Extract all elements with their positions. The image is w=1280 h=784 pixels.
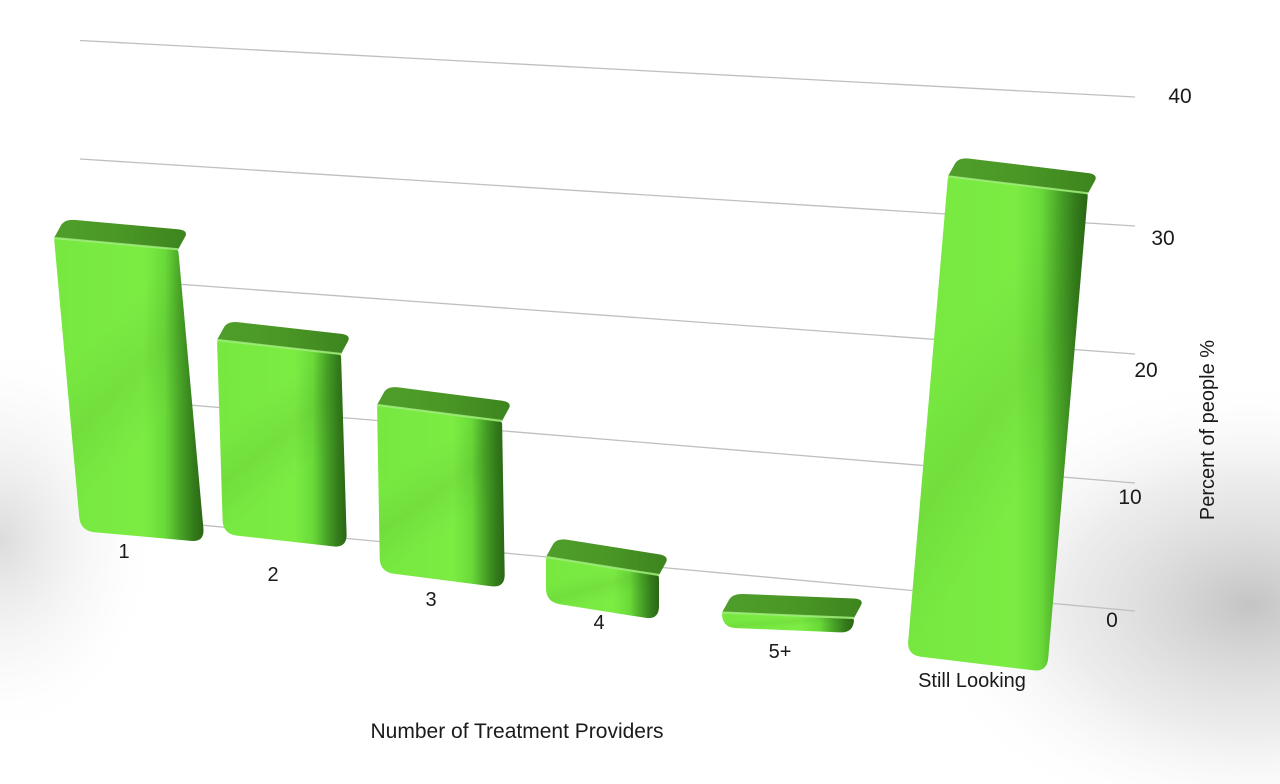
svg-text:4: 4 xyxy=(593,612,604,634)
svg-text:20: 20 xyxy=(1134,359,1157,382)
svg-text:3: 3 xyxy=(425,589,436,611)
svg-text:1: 1 xyxy=(118,541,129,563)
svg-text:10: 10 xyxy=(1118,486,1141,509)
svg-text:Number of Treatment Providers: Number of Treatment Providers xyxy=(371,720,664,743)
svg-text:40: 40 xyxy=(1168,85,1191,108)
svg-text:Percent of people %: Percent of people % xyxy=(1197,340,1219,520)
svg-text:30: 30 xyxy=(1151,227,1174,250)
svg-text:Still Looking: Still Looking xyxy=(918,670,1026,692)
svg-text:5+: 5+ xyxy=(769,641,792,663)
svg-text:0: 0 xyxy=(1106,609,1118,632)
svg-text:2: 2 xyxy=(267,564,278,586)
